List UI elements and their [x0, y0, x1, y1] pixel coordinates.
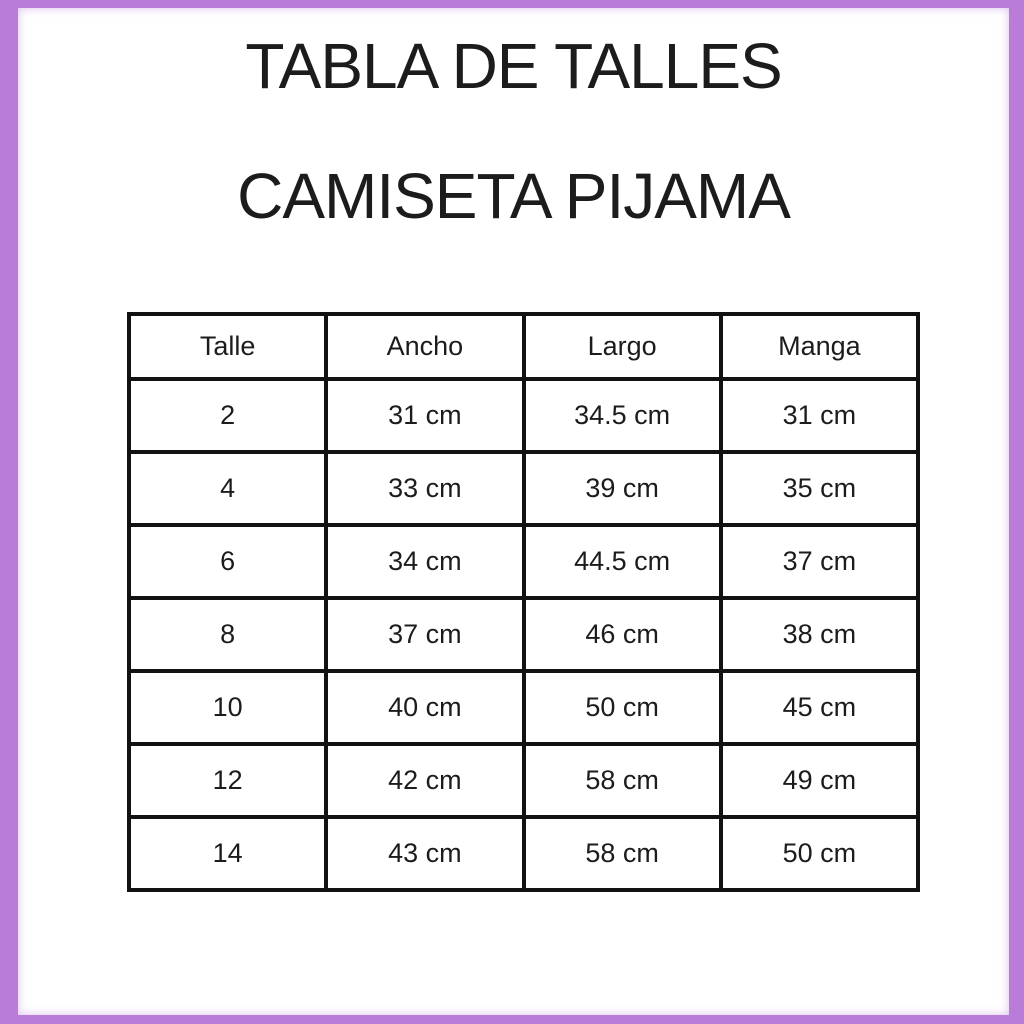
table-cell: 44.5 cm [521, 523, 723, 600]
table-cell: 42 cm [324, 742, 526, 819]
table-cell: 40 cm [324, 669, 526, 746]
table-cell: 31 cm [718, 377, 921, 454]
table-cell: 4 [126, 450, 329, 527]
table-cell: 45 cm [718, 669, 921, 746]
page-subtitle: CAMISETA PIJAMA [237, 160, 791, 232]
table-cell: 31 cm [324, 377, 526, 454]
size-table: Talle Ancho Largo Manga 2 31 cm 34.5 cm 31 … [126, 312, 921, 892]
table-cell: 46 cm [521, 596, 723, 673]
column-header-talle: Talle [126, 312, 329, 381]
size-table-body: 2 31 cm 34.5 cm 31 cm 4 33 cm 39 cm 35 cm 6 34 cm… [126, 377, 921, 892]
table-cell: 58 cm [521, 742, 723, 819]
table-row: 2 31 cm 34.5 cm 31 cm [126, 377, 921, 454]
column-header-ancho: Ancho [324, 312, 526, 381]
table-row: 6 34 cm 44.5 cm 37 cm [126, 523, 921, 600]
column-header-largo: Largo [521, 312, 723, 381]
table-cell: 14 [126, 815, 329, 892]
table-row: 10 40 cm 50 cm 45 cm [126, 669, 921, 746]
table-cell: 34.5 cm [521, 377, 723, 454]
table-cell: 39 cm [521, 450, 723, 527]
table-cell: 50 cm [521, 669, 723, 746]
table-cell: 2 [126, 377, 329, 454]
table-cell: 10 [126, 669, 329, 746]
table-cell: 33 cm [324, 450, 526, 527]
table-cell: 49 cm [718, 742, 921, 819]
table-cell: 34 cm [324, 523, 526, 600]
page-title: TABLA DE TALLES [245, 30, 782, 102]
table-row: 4 33 cm 39 cm 35 cm [126, 450, 921, 527]
column-header-manga: Manga [718, 312, 921, 381]
table-cell: 37 cm [718, 523, 921, 600]
table-cell: 37 cm [324, 596, 526, 673]
table-cell: 43 cm [324, 815, 526, 892]
table-cell: 50 cm [718, 815, 921, 892]
table-cell: 8 [126, 596, 329, 673]
table-cell: 6 [126, 523, 329, 600]
table-row: 14 43 cm 58 cm 50 cm [126, 815, 921, 892]
table-row: 8 37 cm 46 cm 38 cm [126, 596, 921, 673]
table-cell: 38 cm [718, 596, 921, 673]
content-area: TABLA DE TALLES CAMISETA PIJAMA Talle An… [18, 8, 1009, 1015]
table-cell: 58 cm [521, 815, 723, 892]
table-row: 12 42 cm 58 cm 49 cm [126, 742, 921, 819]
table-cell: 35 cm [718, 450, 921, 527]
table-header-row: Talle Ancho Largo Manga [126, 312, 921, 381]
table-cell: 12 [126, 742, 329, 819]
